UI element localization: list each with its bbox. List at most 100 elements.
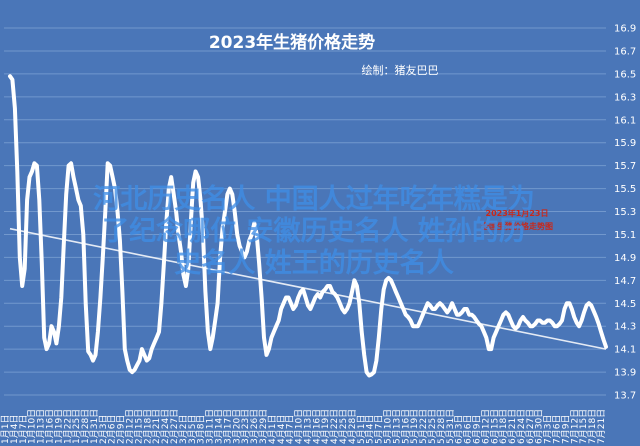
x-tick-label: 4月19日 [320, 409, 331, 444]
x-tick-label: 1月16日 [44, 409, 55, 444]
x-tick-label: 7月9日 [560, 415, 571, 444]
x-tick-label: 5月22日 [418, 409, 429, 444]
price-series-line [8, 74, 608, 378]
x-tick-label: 3月8日 [196, 415, 207, 444]
x-tick-label: 6月12日 [480, 409, 491, 444]
chart-title: 2023年生猪价格走势 [209, 32, 375, 53]
x-tick-label: 6月21日 [507, 409, 518, 444]
x-tick-label: 3月20日 [231, 409, 242, 444]
x-tick-label: 2月6日 [107, 415, 118, 444]
x-tick-label: 6月15日 [489, 409, 500, 444]
x-tick-label: 4月4日 [276, 415, 287, 444]
x-tick-label: 1月13日 [36, 409, 47, 444]
x-tick-label: 1月22日 [62, 409, 73, 444]
x-tick-label: 6月6日 [463, 415, 474, 444]
x-tick-label: 6月27日 [525, 409, 536, 444]
x-tick-label: 6月3日 [454, 415, 465, 444]
y-tick-label: 15.7 [614, 161, 636, 172]
overlay-line-2: 了纪念哪位 安徽历史名人 姓孙的历 [102, 215, 526, 247]
x-tick-label: 6月30日 [534, 409, 545, 444]
x-tick-label: 7月12日 [569, 409, 580, 444]
x-tick-label: 2月18日 [142, 409, 153, 444]
x-tick-label: 4月10日 [294, 409, 305, 444]
x-tick-label: 1月28日 [80, 409, 91, 444]
y-tick-label: 16.3 [614, 92, 636, 103]
x-tick-label: 1月19日 [53, 409, 64, 444]
x-tick-label: 5月1日 [356, 415, 367, 444]
red-annotation: 2023年1月23日 全国生猪价格走势图 [480, 208, 553, 231]
x-tick-label: 7月6日 [552, 415, 563, 444]
y-tick-label: 16.9 [614, 24, 636, 35]
chart-credit: 绘制：猪友巴巴 [362, 63, 439, 77]
y-tick-label: 16.7 [614, 46, 636, 57]
x-tick-label: 3月17日 [222, 409, 233, 444]
y-tick-label: 14.3 [614, 322, 636, 333]
x-tick-label: 3月5日 [187, 415, 198, 444]
x-tick-label: 1月25日 [71, 409, 82, 444]
x-tick-label: 5月25日 [427, 409, 438, 444]
x-tick-label: 2月27日 [169, 409, 180, 444]
y-tick-label: 14.9 [614, 253, 636, 264]
watermark-overlay: 河北历史名人 中国人过年吃年糕是为 了纪念哪位 安徽历史名人 姓孙的历 史名人 … [93, 183, 534, 279]
x-tick-label: 7月3日 [543, 415, 554, 444]
y-tick-label: 13.7 [614, 391, 636, 402]
x-tick-label: 5月19日 [409, 409, 420, 444]
x-tick-label: 2月9日 [116, 415, 127, 444]
x-tick-label: 1月31日 [89, 409, 100, 444]
x-tick-label: 3月14日 [213, 409, 224, 444]
line-layer [8, 74, 608, 378]
x-axis-ticks: 1月1日1月4日1月7日1月10日1月13日1月16日1月19日1月22日1月2… [0, 409, 607, 444]
x-tick-label: 4月22日 [329, 409, 340, 444]
y-tick-label: 14.5 [614, 299, 636, 310]
x-tick-label: 2月15日 [133, 409, 144, 444]
y-tick-label: 13.9 [614, 368, 636, 379]
y-tick-label: 15.1 [614, 230, 636, 241]
x-tick-label: 4月13日 [302, 409, 313, 444]
y-tick-label: 16.1 [614, 115, 636, 126]
x-tick-label: 5月4日 [365, 415, 376, 444]
x-tick-label: 3月29日 [258, 409, 269, 444]
x-tick-label: 3月11日 [205, 409, 216, 444]
x-tick-label: 5月13日 [391, 409, 402, 444]
trend-layer [9, 227, 607, 350]
x-tick-label: 2月24日 [160, 409, 171, 444]
x-tick-label: 6月18日 [498, 409, 509, 444]
x-tick-label: 2月3日 [98, 415, 109, 444]
x-tick-label: 7月21日 [596, 409, 607, 444]
x-tick-label: 1月4日 [9, 415, 20, 444]
y-tick-label: 14.1 [614, 345, 636, 356]
x-tick-label: 6月9日 [471, 415, 482, 444]
y-tick-label: 14.7 [614, 276, 636, 287]
x-tick-label: 5月7日 [374, 415, 385, 444]
x-tick-label: 4月25日 [338, 409, 349, 444]
x-tick-label: 7月15日 [578, 409, 589, 444]
x-tick-label: 5月31日 [445, 409, 456, 444]
trend-line [9, 227, 607, 350]
x-tick-label: 5月16日 [400, 409, 411, 444]
x-tick-label: 5月28日 [436, 409, 447, 444]
y-tick-label: 16.5 [614, 69, 636, 80]
overlay-line-1: 河北历史名人 中国人过年吃年糕是为 [93, 183, 534, 215]
x-tick-label: 3月26日 [249, 409, 260, 444]
x-tick-label: 3月23日 [240, 409, 251, 444]
annotation-line-2: 全国生猪价格走势图 [480, 221, 553, 231]
x-tick-label: 4月16日 [311, 409, 322, 444]
y-tick-label: 15.5 [614, 184, 636, 195]
x-tick-label: 5月10日 [383, 409, 394, 444]
x-tick-label: 3月2日 [178, 415, 189, 444]
x-tick-label: 1月1日 [0, 415, 11, 444]
x-tick-label: 4月7日 [285, 415, 296, 444]
x-tick-label: 7月18日 [587, 409, 598, 444]
x-tick-label: 6月24日 [516, 409, 527, 444]
x-tick-label: 1月10日 [27, 409, 38, 444]
y-tick-label: 15.3 [614, 207, 636, 218]
y-axis-ticks: 13.7 13.9 14.1 14.3 14.5 14.7 14.9 15.1 15.3 15.5… [614, 24, 636, 402]
x-tick-label: 2月21日 [151, 409, 162, 444]
y-tick-label: 15.9 [614, 138, 636, 149]
x-tick-label: 2月12日 [125, 409, 136, 444]
x-tick-label: 4月28日 [347, 409, 358, 444]
overlay-line-3: 史名人 姓王的历史名人 [174, 247, 453, 279]
annotation-line-1: 2023年1月23日 [486, 208, 549, 218]
